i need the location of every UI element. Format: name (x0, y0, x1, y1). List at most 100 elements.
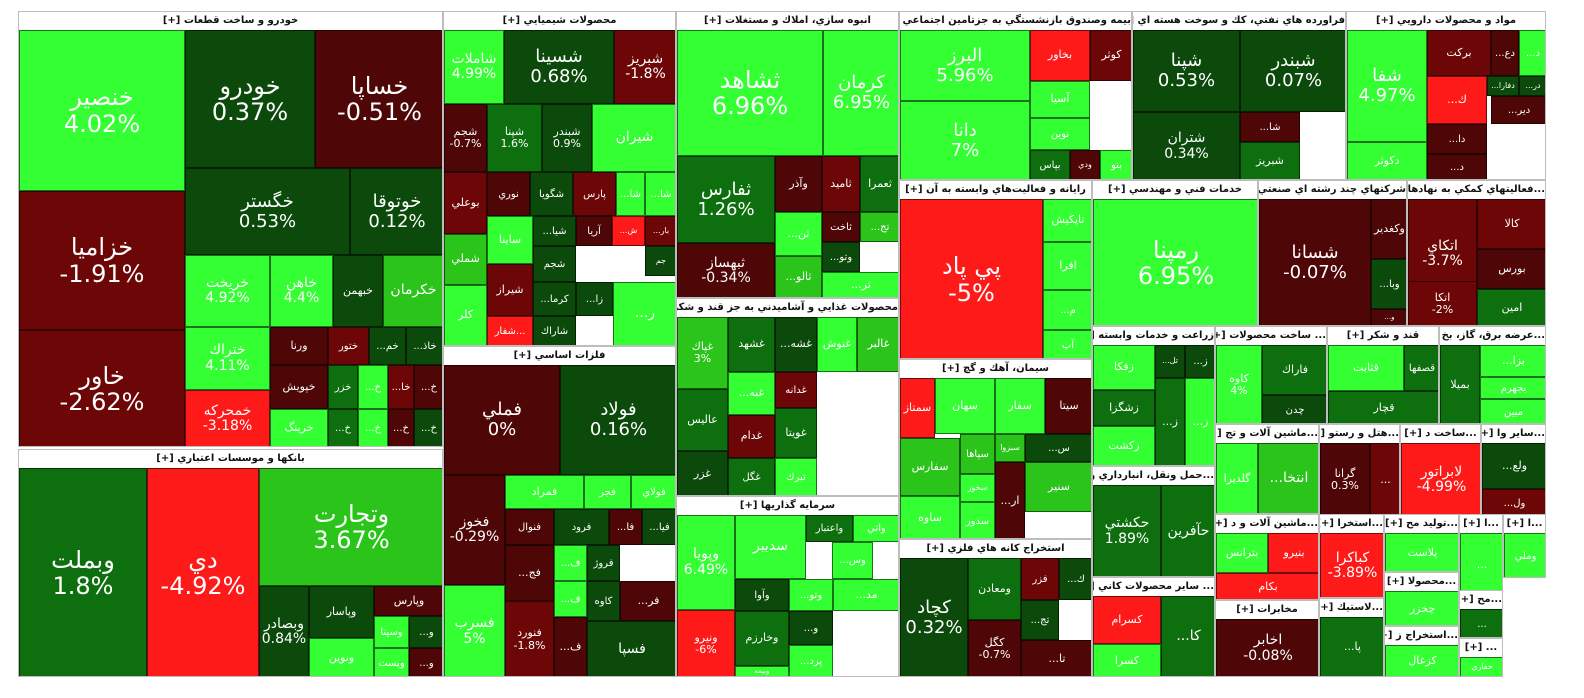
sector-title[interactable]: مواد و محصولات دارويي [+] (1347, 12, 1545, 29)
stock-tile[interactable]: ثفارس 1.26% (677, 156, 775, 243)
stock-tile[interactable]: فملي 0% (444, 365, 560, 475)
stock-tile[interactable]: ...ثن (775, 212, 822, 256)
stock-tile[interactable]: فسرب 5% (444, 585, 505, 676)
stock-tile[interactable]: سپاها (960, 434, 995, 474)
stock-tile[interactable]: غنوش (817, 317, 857, 372)
sector-title[interactable]: مخابرات [+] (1216, 601, 1318, 618)
stock-tile[interactable]: خپويش (270, 365, 328, 409)
stock-tile[interactable]: ...د (1519, 30, 1545, 76)
sector-title[interactable]: ... ساخت محصولات [+] (1216, 327, 1326, 344)
stock-tile[interactable]: ...ثالو (775, 256, 822, 297)
stock-tile[interactable]: ...خ (358, 365, 388, 409)
stock-tile[interactable]: ...م (1043, 290, 1091, 330)
stock-tile[interactable]: ... (1370, 443, 1399, 515)
stock-tile[interactable]: ...كا (1161, 596, 1214, 676)
sector-title[interactable]: ... [+] (1460, 639, 1502, 656)
stock-tile[interactable]: ...زا (576, 282, 613, 316)
stock-tile[interactable]: خزاميا -1.91% (19, 191, 185, 330)
stock-tile[interactable]: غگل (728, 458, 775, 495)
stock-tile[interactable]: بنيرو (1268, 533, 1318, 573)
stock-tile[interactable]: بترانس (1216, 533, 1268, 573)
stock-tile[interactable]: وبصادر 0.84% (259, 586, 309, 676)
stock-tile[interactable]: ...ولع (1482, 443, 1545, 489)
sector-title[interactable]: ...توليد مح [+] (1385, 515, 1458, 532)
stock-tile[interactable]: كرمان 6.95% (823, 30, 898, 156)
stock-tile[interactable]: سفارس (900, 438, 960, 496)
stock-tile[interactable]: افرا (1043, 242, 1091, 290)
stock-tile[interactable]: حفاري (1460, 657, 1502, 676)
stock-tile[interactable]: سنير (1025, 462, 1091, 512)
stock-tile[interactable]: ثعمرا (860, 156, 898, 212)
stock-tile[interactable]: شپنا 0.53% (1133, 30, 1240, 112)
stock-tile[interactable]: چخزر (1385, 591, 1458, 625)
sector-title[interactable]: قند و شكر [+] (1328, 327, 1438, 344)
stock-tile[interactable]: لابراتور -4.99% (1401, 443, 1480, 515)
stock-tile[interactable]: ...ر (613, 282, 675, 345)
sector-title[interactable]: سرمايه گذاريها [+] (677, 497, 898, 514)
stock-tile[interactable]: خاهن 4.4% (270, 255, 333, 327)
stock-tile[interactable]: خنصير 4.02% (19, 30, 185, 191)
stock-tile[interactable]: شملي (444, 234, 487, 285)
sector-title[interactable]: ... ساير محصولات كاني [+] (1093, 578, 1214, 595)
stock-tile[interactable]: ختراك 4.11% (185, 327, 270, 390)
stock-tile[interactable]: خريخت 4.92% (185, 255, 270, 327)
stock-tile[interactable]: ...و (409, 648, 442, 676)
stock-tile[interactable]: ...س (1025, 434, 1091, 462)
stock-tile[interactable]: ...دفارا (1487, 76, 1519, 96)
stock-tile[interactable]: سيتا (1045, 378, 1091, 434)
stock-tile[interactable]: فسپا (587, 621, 675, 676)
stock-tile[interactable]: واعتبار (806, 515, 853, 542)
stock-tile[interactable]: كلر (444, 285, 487, 345)
stock-tile[interactable]: شبريز -1.8% (614, 30, 675, 104)
stock-tile[interactable]: سبزوا (995, 434, 1025, 462)
stock-tile[interactable]: ...كرما (533, 282, 576, 316)
stock-tile[interactable]: ودي (1070, 150, 1100, 179)
stock-tile[interactable]: ...پرد (789, 645, 833, 676)
stock-tile[interactable]: ثاخت (822, 212, 860, 242)
stock-tile[interactable]: ...بار (645, 216, 675, 246)
stock-tile[interactable]: غشهد (728, 317, 775, 372)
sector-title[interactable]: ...ساير وا [+] (1482, 425, 1545, 442)
stock-tile[interactable]: فخوز -0.29% (444, 475, 505, 585)
stock-tile[interactable]: ...بزا (1480, 345, 1545, 377)
stock-tile[interactable]: غپاك 3% (677, 317, 728, 389)
sector-title[interactable]: شركتهاي چند رشته اي صنعتي [+] (1259, 181, 1406, 198)
stock-tile[interactable]: قصفها (1404, 345, 1438, 391)
sector-title[interactable]: ...هتل و رستو [+] (1320, 425, 1399, 442)
stock-tile[interactable]: بوعلي (444, 172, 487, 234)
stock-tile[interactable]: شاملات 4.99% (444, 30, 504, 104)
stock-tile[interactable]: جم (645, 246, 675, 276)
stock-tile[interactable]: ونيرو -6% (677, 610, 735, 676)
stock-tile[interactable]: كباكرا -3.89% (1320, 533, 1383, 597)
stock-tile[interactable]: ...شيا (533, 216, 576, 246)
stock-tile[interactable]: خساپا -0.51% (315, 30, 442, 168)
stock-tile[interactable]: ...ار (995, 462, 1025, 538)
stock-tile[interactable]: سفار (995, 378, 1045, 434)
sector-title[interactable]: زراعت و خدمات وابسته [+] (1093, 327, 1214, 344)
stock-tile[interactable]: خودرو 0.37% (185, 30, 315, 168)
stock-tile[interactable]: گرانا 0.3% (1320, 443, 1370, 515)
stock-tile[interactable]: ...ف (554, 617, 587, 676)
sector-title[interactable]: ...ماشين آلات و د [+] (1216, 515, 1318, 532)
sector-title[interactable]: سيمان، آهك و گچ [+] (900, 360, 1091, 377)
stock-tile[interactable]: دكوثر (1347, 142, 1427, 179)
stock-tile[interactable]: ...ف (554, 545, 587, 581)
stock-tile[interactable]: فولاد 0.16% (560, 365, 675, 475)
stock-tile[interactable]: ...ز (1155, 378, 1185, 465)
stock-tile[interactable]: وآوا (735, 579, 789, 611)
stock-tile[interactable]: كچاد 0.32% (900, 558, 968, 676)
stock-tile[interactable]: ختور (328, 327, 369, 365)
stock-tile[interactable]: ...تا (1021, 640, 1091, 676)
stock-tile[interactable]: چدن (1262, 395, 1326, 423)
stock-tile[interactable]: ...غشه (775, 317, 817, 372)
stock-tile[interactable]: شجم (533, 246, 576, 282)
stock-tile[interactable]: خكرمان (383, 255, 442, 327)
stock-tile[interactable]: شفا 4.97% (1347, 30, 1427, 142)
stock-tile[interactable]: سخوز (960, 474, 995, 502)
sector-title[interactable]: محصولات شيميايي [+] (444, 12, 675, 29)
stock-tile[interactable]: سديبر (735, 515, 806, 579)
stock-tile[interactable]: مبين (1480, 399, 1545, 423)
stock-tile[interactable]: زشگزا (1093, 390, 1155, 426)
stock-tile[interactable]: كاوه 4% (1216, 345, 1262, 423)
stock-tile[interactable]: ...دع (1491, 30, 1519, 76)
